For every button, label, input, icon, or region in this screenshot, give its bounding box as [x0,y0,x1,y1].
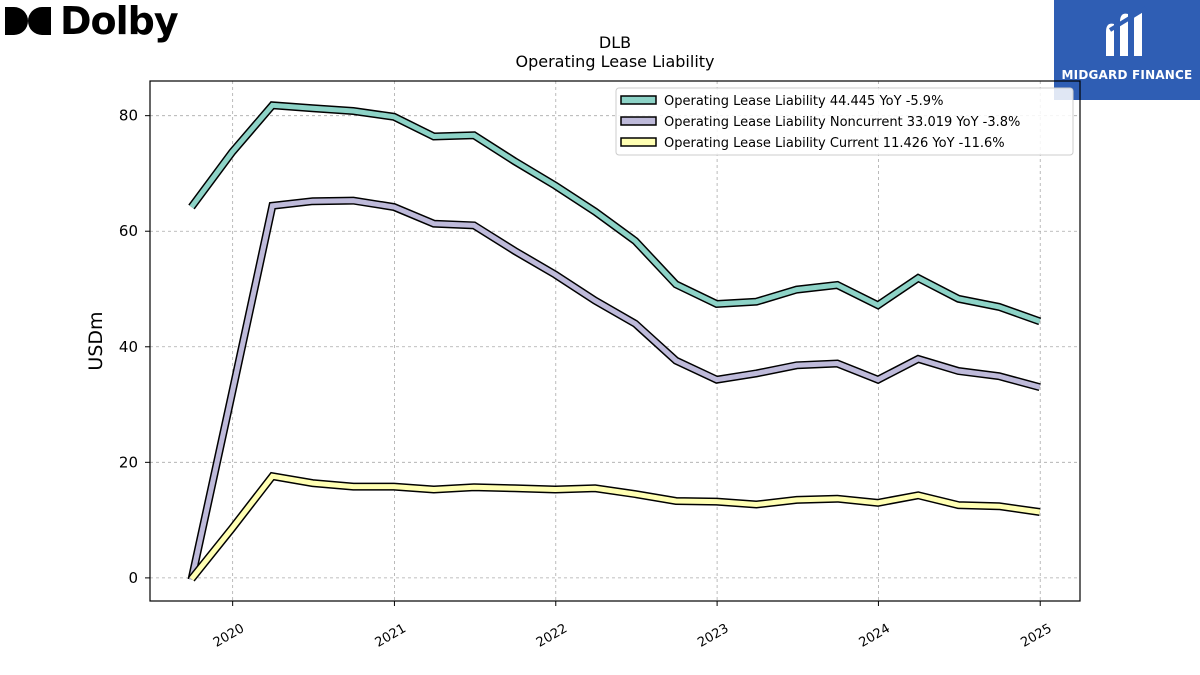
legend-swatch [620,116,657,126]
x-tick-label: 2022 [534,621,570,651]
series-fill [189,102,1041,324]
x-tick-label: 2021 [373,621,409,651]
chart-subtitle: Operating Lease Liability [515,52,715,71]
legend-swatch [620,137,657,147]
y-axis-label: USDm [85,311,107,370]
y-tick-label: 20 [119,453,138,471]
plot-frame [149,80,1081,602]
x-tick-label: 2020 [211,621,247,651]
series-fill [189,198,1041,581]
legend-label: Operating Lease Liability 44.445 YoY -5.… [664,94,943,109]
series-line-1 [188,101,1042,326]
brand-name: Dolby [60,0,179,43]
legend-swatch [620,95,657,105]
x-tick-label: 2025 [1018,621,1054,651]
y-tick-label: 40 [119,338,138,356]
x-tick-label: 2024 [857,621,893,651]
series-outline [187,196,1041,581]
x-tick-label: 2023 [695,621,731,651]
y-tick-label: 0 [128,569,138,587]
series-fill [189,473,1041,581]
series-line-3 [188,471,1041,582]
dolby-double-d-icon [5,7,51,35]
dolby-logo: Dolby [4,0,179,43]
grid [150,81,1080,601]
y-tick-label: 80 [119,107,138,125]
legend-label: Operating Lease Liability Current 11.426… [664,136,1005,151]
legend: Operating Lease Liability 44.445 YoY -5.… [615,87,1074,156]
y-tick-label: 60 [119,222,138,240]
series-line-2 [187,196,1041,581]
badge-text: MIDGARD FINANCE [1061,68,1193,82]
midgard-finance-badge: MIDGARD FINANCE [1054,0,1200,100]
legend-box [615,87,1074,156]
midgard-m-icon [1106,6,1148,56]
legend-label: Operating Lease Liability Noncurrent 33.… [664,115,1020,130]
chart-title: DLB [598,33,632,52]
